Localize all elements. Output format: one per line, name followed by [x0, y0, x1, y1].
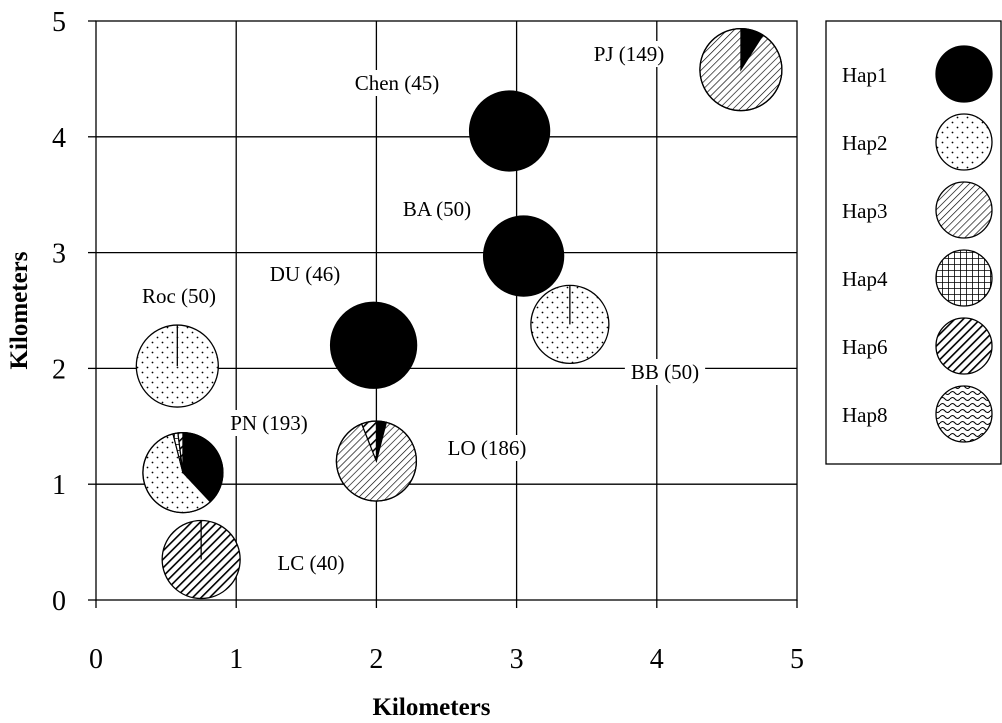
- y-tick-label: 4: [52, 123, 66, 154]
- legend-item: Hap1: [842, 45, 993, 103]
- site-pie: [335, 420, 418, 502]
- legend-swatch: [935, 181, 993, 239]
- pie-slice: [482, 215, 565, 297]
- plot-frame: [95, 20, 798, 601]
- axis-ticks: 0 1 2 3 4 5 0 1 2 3 4 5: [52, 7, 804, 675]
- pie-outline: [699, 27, 783, 112]
- site-pies: [135, 27, 783, 600]
- legend-swatch: [935, 113, 993, 171]
- legend-swatch: [935, 249, 993, 307]
- site-label: PJ (149): [594, 42, 665, 66]
- site-label: Chen (45): [355, 71, 440, 95]
- site-label: LC (40): [277, 551, 344, 575]
- site-pie: [142, 431, 224, 514]
- site-label-background: [135, 283, 223, 309]
- legend-item: Hap8: [842, 385, 993, 443]
- site-label-background: [441, 435, 533, 461]
- legend-label: Hap3: [842, 199, 888, 223]
- x-tick-label: 2: [369, 644, 383, 675]
- legend-swatch: [935, 385, 993, 443]
- y-tick-label: 2: [52, 354, 66, 385]
- site-label: PN (193): [230, 411, 308, 435]
- site-pie: [530, 284, 610, 365]
- legend: Hap1 Hap2 Hap3 Hap4 Hap6 Hap8: [825, 20, 1002, 465]
- legend-item: Hap4: [842, 249, 993, 307]
- site-pie: [482, 215, 565, 297]
- site-pie: [468, 90, 551, 172]
- site-labels: Chen (45) PJ (149) BA (50) BB (50) DU (46) Ro…: [135, 41, 706, 576]
- legend-swatch: [935, 45, 993, 103]
- legend-swatch: [935, 317, 993, 375]
- y-axis-title: Kilometers: [6, 251, 33, 369]
- legend-label: Hap1: [842, 63, 888, 87]
- site-label-background: [263, 261, 347, 287]
- site-pie: [699, 27, 783, 112]
- x-axis-title: Kilometers: [372, 694, 490, 721]
- x-tick-label: 5: [790, 644, 804, 675]
- site-label: LO (186): [448, 436, 527, 460]
- pie-slice: [329, 301, 418, 389]
- legend-item: Hap6: [842, 317, 993, 375]
- legend-label: Hap8: [842, 403, 888, 427]
- x-tick-label: 4: [650, 644, 664, 675]
- site-label: Roc (50): [142, 284, 216, 308]
- y-tick-label: 5: [52, 7, 66, 38]
- legend-label: Hap4: [842, 267, 888, 291]
- y-tick-label: 0: [52, 586, 66, 617]
- y-tick-label: 1: [52, 470, 66, 501]
- x-tick-label: 0: [89, 644, 103, 675]
- site-label-background: [348, 70, 446, 96]
- site-label-background: [587, 41, 671, 67]
- x-tick-label: 3: [510, 644, 524, 675]
- grid: [95, 20, 798, 601]
- pie-outline: [142, 431, 224, 514]
- pie-outline: [335, 420, 418, 502]
- legend-label: Hap6: [842, 335, 888, 359]
- site-label: BB (50): [631, 360, 699, 384]
- legend-item: Hap3: [842, 181, 993, 239]
- site-label: BA (50): [403, 197, 471, 221]
- site-label-background: [624, 359, 706, 385]
- x-tick-label: 1: [229, 644, 243, 675]
- site-pie: [135, 324, 219, 408]
- legend-label: Hap2: [842, 131, 888, 155]
- site-label-background: [396, 196, 478, 222]
- site-label: DU (46): [270, 262, 341, 286]
- site-label-background: [271, 550, 351, 576]
- pie-slice: [468, 90, 551, 172]
- legend-item: Hap2: [842, 113, 993, 171]
- y-tick-label: 3: [52, 239, 66, 270]
- site-label-background: [224, 410, 314, 436]
- site-pie: [329, 301, 418, 389]
- site-pie: [161, 519, 241, 600]
